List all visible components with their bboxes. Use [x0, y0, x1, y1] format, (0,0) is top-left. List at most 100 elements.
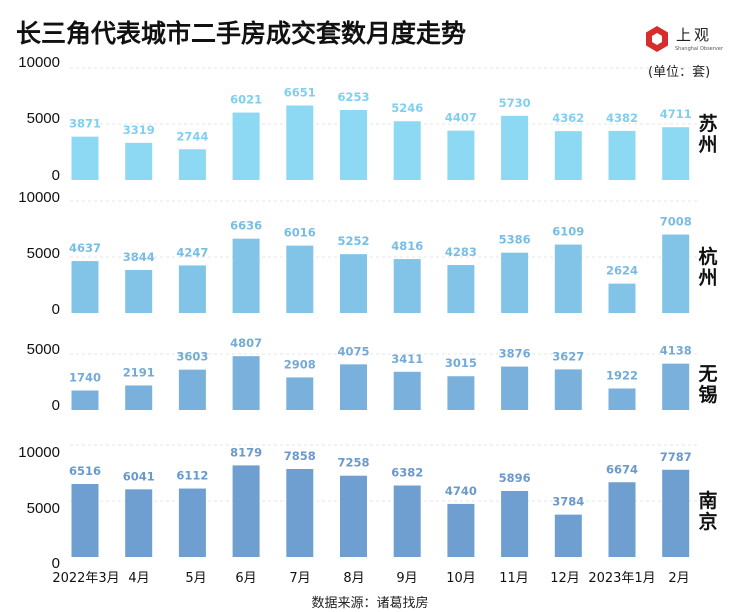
- bar: [554, 244, 582, 313]
- data-label: 3784: [552, 495, 584, 509]
- y-tick-label: 10000: [18, 189, 60, 206]
- x-tick-label: 11月: [499, 571, 529, 586]
- bar: [232, 112, 260, 180]
- bar: [608, 388, 636, 410]
- data-label: 4362: [552, 111, 584, 125]
- bar: [286, 468, 314, 557]
- bar: [662, 234, 690, 313]
- bar: [286, 245, 314, 313]
- bar: [178, 369, 206, 410]
- data-label: 7787: [660, 450, 692, 464]
- data-source: 数据来源：诸葛找房: [311, 596, 429, 611]
- bar: [286, 105, 314, 180]
- y-tick-label: 0: [52, 301, 60, 318]
- data-label: 4138: [660, 344, 692, 358]
- data-label: 7858: [284, 449, 316, 463]
- data-label: 4816: [391, 239, 423, 253]
- data-label: 7258: [337, 456, 369, 470]
- bar: [662, 469, 690, 557]
- data-label: 3876: [499, 347, 531, 361]
- data-label: 8179: [230, 445, 262, 459]
- bar: [501, 366, 529, 410]
- data-label: 4807: [230, 336, 262, 350]
- bar: [340, 109, 367, 180]
- chart-title: 长三角代表城市二手房成交套数月度走势: [16, 19, 467, 48]
- data-label: 6674: [606, 462, 638, 476]
- data-label: 3871: [69, 117, 101, 131]
- bar: [447, 376, 475, 410]
- bar: [501, 115, 529, 180]
- bar: [608, 482, 636, 557]
- bar: [393, 121, 421, 180]
- data-label: 4740: [445, 484, 477, 498]
- bar: [340, 254, 367, 313]
- data-label: 4075: [337, 344, 369, 358]
- logo-text: 上观: [676, 26, 713, 44]
- y-tick-label: 10000: [18, 54, 60, 71]
- bar: [232, 238, 260, 313]
- data-label: 4382: [606, 111, 638, 125]
- data-label: 6112: [176, 469, 208, 483]
- bar: [232, 465, 260, 557]
- bar: [178, 149, 206, 180]
- data-label: 6041: [123, 469, 155, 483]
- bar: [447, 130, 475, 180]
- bar: [608, 283, 636, 313]
- bar: [71, 484, 99, 557]
- y-tick-label: 10000: [18, 444, 60, 461]
- bar: [554, 131, 582, 180]
- data-label: 3319: [123, 123, 155, 137]
- x-tick-label: 5月: [185, 571, 206, 586]
- data-label: 6516: [69, 464, 101, 478]
- x-tick-label: 4月: [128, 571, 149, 586]
- bar: [286, 377, 314, 410]
- y-tick-label: 5000: [27, 341, 60, 358]
- data-label: 6651: [284, 86, 316, 100]
- data-label: 3627: [552, 349, 584, 363]
- bar: [662, 127, 690, 180]
- bar: [447, 503, 475, 557]
- data-label: 4407: [445, 111, 477, 125]
- data-label: 2191: [123, 365, 155, 379]
- data-label: 6253: [337, 90, 369, 104]
- data-label: 1922: [606, 368, 638, 382]
- x-tick-label: 12月: [550, 571, 580, 586]
- data-label: 4711: [660, 107, 692, 121]
- bar: [125, 142, 153, 180]
- data-label: 4637: [69, 241, 101, 255]
- bar: [501, 490, 529, 557]
- bar: [340, 364, 367, 410]
- x-tick-label: 2月: [668, 571, 689, 586]
- shanghai-observer-logo-icon: [646, 26, 668, 52]
- y-tick-label: 5000: [27, 500, 60, 517]
- data-label: 2908: [284, 357, 316, 371]
- data-label: 3411: [391, 352, 423, 366]
- bar: [340, 475, 367, 557]
- bar: [125, 489, 153, 557]
- unit-label: (单位：套): [648, 65, 711, 80]
- data-label: 6109: [552, 225, 584, 239]
- data-label: 5246: [391, 101, 423, 115]
- bar: [71, 261, 99, 313]
- data-label: 3844: [123, 250, 155, 264]
- y-tick-label: 0: [52, 397, 60, 414]
- bar: [608, 130, 636, 180]
- data-label: 5896: [499, 471, 531, 485]
- bar: [125, 385, 153, 410]
- bar: [178, 265, 206, 313]
- data-label: 3603: [176, 350, 208, 364]
- x-tick-label: 10月: [446, 571, 476, 586]
- data-label: 6382: [391, 466, 423, 480]
- y-tick-label: 5000: [27, 110, 60, 127]
- data-label: 6636: [230, 219, 262, 233]
- city-label: 州: [698, 134, 717, 156]
- city-label: 苏: [698, 112, 717, 135]
- bar: [501, 252, 529, 313]
- city-label: 杭: [698, 245, 717, 268]
- city-label: 无: [698, 363, 717, 385]
- x-tick-label: 2022年3月: [52, 571, 119, 586]
- bar: [554, 369, 582, 410]
- city-label: 州: [698, 267, 717, 289]
- bar: [71, 136, 99, 180]
